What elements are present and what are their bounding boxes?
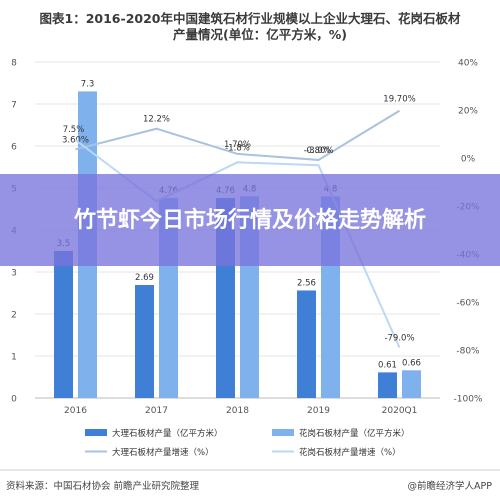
legend-swatch [85, 429, 107, 436]
bar-marble [135, 285, 154, 398]
line-value-label: -79.0% [384, 334, 414, 344]
bar-value-label: 7.3 [81, 79, 95, 89]
bar-value-label: 0.61 [378, 360, 397, 370]
legend-label: 花岗石板材产量（亿平方米） [299, 428, 410, 439]
overlay-banner[interactable]: 竹节虾今日市场行情及价格走势解析 [0, 174, 500, 266]
line-marble-growth [75, 109, 401, 161]
x-tick-label: 2017 [145, 406, 168, 416]
y-tick-label: 8 [11, 59, 17, 69]
y-tick-label: 0 [11, 395, 17, 405]
legend-swatch [272, 429, 294, 436]
line-value-label: 12.2% [143, 115, 170, 125]
y2-tick-label: 0% [461, 155, 476, 165]
line-value-label: -1.8% [225, 143, 250, 153]
line-value-label: -3.0% [306, 146, 331, 156]
bar-value-label: 2.69 [135, 273, 154, 283]
y-tick-label: 7 [11, 101, 17, 111]
x-tick-label: 2016 [64, 406, 87, 416]
y2-tick-label: -60% [456, 299, 480, 309]
y2-tick-label: 40% [458, 59, 478, 69]
line-value-label: -0.80% [303, 146, 333, 156]
y2-tick-label: -80% [456, 347, 480, 357]
line-value-label: 7.5% [63, 125, 85, 135]
bar-value-label: 0.66 [402, 358, 421, 368]
y-tick-label: 2 [11, 311, 17, 321]
y2-tick-label: -100% [454, 395, 483, 405]
legend-label: 花岗石板材产量增速（%） [299, 447, 401, 458]
x-tick-label: 2018 [226, 406, 249, 416]
bar-marble [297, 290, 316, 398]
y-tick-label: 6 [11, 143, 17, 153]
x-tick-label: 2019 [307, 406, 330, 416]
banner-title: 竹节虾今日市场行情及价格走势解析 [73, 207, 426, 233]
y2-tick-label: 20% [458, 107, 478, 117]
source-note: 资料来源：中国石材协会 前瞻产业研究院整理 [6, 481, 200, 492]
y-tick-label: 1 [11, 353, 17, 363]
x-tick-label: 2020Q1 [382, 406, 418, 416]
chart-title-line2: 产量情况(单位：亿平方米，%) [173, 27, 347, 42]
bar-granite [402, 370, 421, 398]
line-value-label: 19.70% [383, 95, 415, 105]
line-value-label: 1.70% [224, 140, 251, 150]
bar-marble [378, 372, 397, 398]
legend-label: 大理石板材产量增速（%） [112, 447, 214, 458]
chart-title: 图表1：2016-2020年中国建筑石材行业规模以上企业大理石、花岗石板材 [39, 11, 461, 26]
bar-marble [54, 251, 73, 398]
legend-label: 大理石板材产量（亿平方米） [112, 428, 223, 439]
y-tick-label: 3 [11, 269, 17, 279]
brand-credit: @前瞻经济学人APP [407, 481, 492, 492]
bar-value-label: 2.56 [297, 278, 316, 288]
